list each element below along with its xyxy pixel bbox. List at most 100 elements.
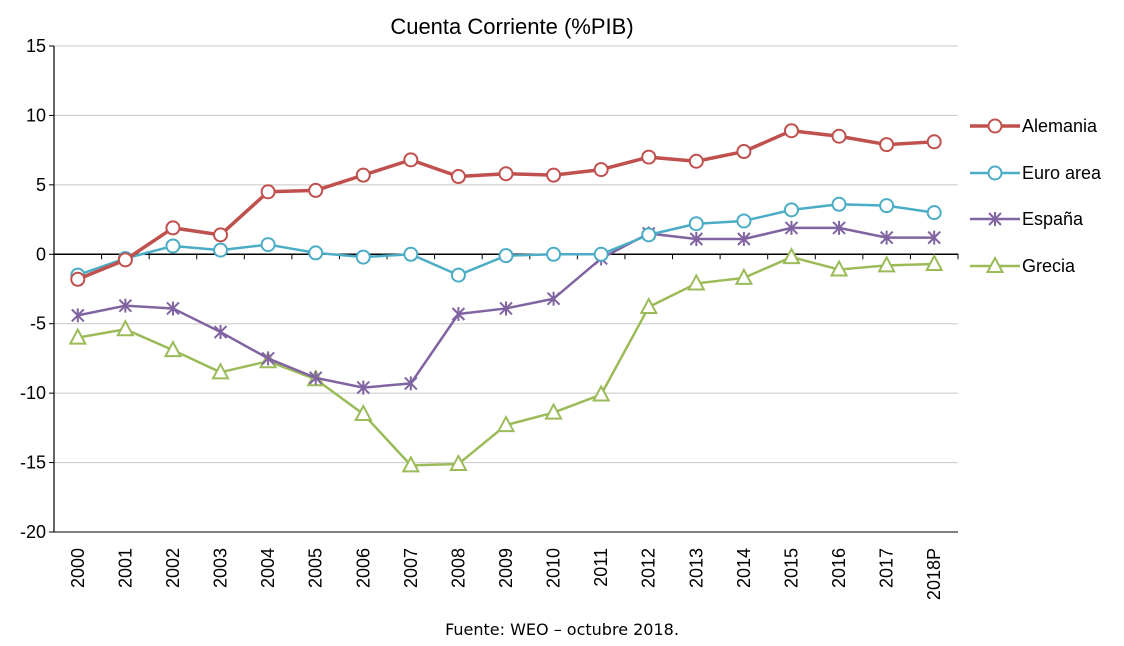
x-tick-label: 2005 — [306, 548, 326, 588]
data-point — [163, 339, 183, 358]
data-point — [879, 230, 894, 245]
data-point — [354, 403, 373, 421]
series-line — [77, 203, 935, 277]
data-point — [544, 402, 563, 420]
data-point — [213, 227, 229, 243]
legend-item: Grecia — [970, 255, 1076, 276]
data-point — [404, 376, 418, 391]
series-grecia — [68, 246, 944, 473]
data-point — [925, 253, 944, 272]
data-point — [831, 196, 847, 212]
data-point — [499, 301, 513, 316]
series-group — [68, 123, 944, 473]
data-point — [403, 152, 419, 168]
data-point — [496, 414, 516, 433]
data-point — [688, 153, 704, 169]
data-point — [782, 246, 801, 265]
data-point — [831, 128, 847, 144]
data-point — [736, 213, 752, 229]
data-point — [736, 144, 752, 160]
legend: Alemania Euro area España Grecia — [970, 116, 1102, 276]
data-point — [356, 380, 370, 395]
y-tick-label: 0 — [36, 244, 46, 264]
series-alemania — [70, 123, 942, 287]
data-point — [449, 453, 468, 471]
data-point — [403, 246, 419, 262]
data-point — [498, 166, 514, 182]
y-tick-label: -10 — [20, 383, 46, 403]
legend-item: Euro area — [970, 163, 1102, 183]
data-point — [308, 370, 323, 385]
data-point — [498, 248, 514, 264]
data-point — [926, 205, 942, 221]
data-point — [593, 246, 609, 262]
series-euro-area — [70, 196, 942, 283]
x-tick-label: 2018P — [924, 548, 944, 600]
data-point — [166, 301, 180, 316]
y-tick-label: -20 — [20, 522, 46, 542]
x-tick-label: 2001 — [115, 548, 135, 588]
legend-label: Alemania — [1022, 116, 1098, 136]
data-point — [688, 216, 704, 232]
data-point — [165, 238, 181, 254]
legend-item: Alemania — [970, 116, 1098, 136]
y-tick-label: 5 — [36, 175, 46, 195]
legend-label: España — [1022, 209, 1084, 229]
data-point — [261, 351, 275, 366]
data-point — [211, 362, 230, 380]
x-tick-label: 2015 — [781, 548, 801, 588]
data-point — [401, 455, 421, 473]
source-note: Fuente: WEO – octubre 2018. — [445, 620, 679, 639]
data-point — [450, 169, 466, 185]
data-point — [71, 308, 85, 323]
x-tick-label: 2003 — [211, 548, 231, 588]
x-tick-label: 2008 — [448, 548, 468, 588]
y-tick-label: -5 — [30, 314, 46, 334]
x-tick-label: 2011 — [591, 548, 611, 587]
x-tick-label: 2016 — [829, 548, 849, 588]
x-tick-label: 2000 — [68, 548, 88, 588]
data-point — [591, 384, 611, 402]
legend-marker — [985, 255, 1005, 273]
chart-title: Cuenta Corriente (%PIB) — [390, 14, 633, 39]
data-point — [926, 134, 942, 150]
data-point — [687, 273, 706, 291]
data-point — [689, 232, 704, 247]
data-point — [639, 296, 658, 315]
data-point — [213, 242, 229, 258]
y-tick-label: 15 — [26, 36, 46, 56]
series-españa — [71, 220, 941, 395]
data-point — [784, 220, 799, 235]
data-point — [118, 298, 133, 313]
legend-marker — [987, 118, 1003, 134]
data-point — [308, 182, 324, 198]
data-point — [546, 246, 562, 262]
data-point — [877, 255, 896, 273]
legend-item: España — [970, 209, 1084, 229]
data-point — [260, 184, 276, 200]
x-tick-label: 2006 — [353, 548, 373, 588]
x-tick-label: 2010 — [544, 548, 564, 588]
legend-label: Euro area — [1022, 163, 1102, 183]
data-point — [213, 325, 228, 340]
data-point — [450, 267, 466, 283]
data-point — [829, 259, 849, 277]
y-tick-label: -15 — [20, 453, 46, 473]
data-point — [355, 167, 371, 183]
data-point — [927, 230, 941, 245]
data-point — [68, 327, 87, 345]
data-point — [879, 137, 895, 153]
x-tick-label: 2017 — [877, 548, 897, 588]
x-tick-label: 2014 — [734, 548, 754, 588]
data-point — [593, 162, 609, 178]
y-tick-label: 10 — [26, 105, 46, 125]
data-point — [117, 252, 133, 268]
data-point — [783, 202, 799, 218]
data-point — [783, 123, 799, 139]
y-axis: 15 10 5 0 -5 -10 -15 -20 — [20, 36, 55, 542]
data-point — [879, 198, 895, 214]
data-point — [546, 291, 561, 306]
data-point — [546, 167, 562, 183]
data-point — [116, 319, 135, 337]
